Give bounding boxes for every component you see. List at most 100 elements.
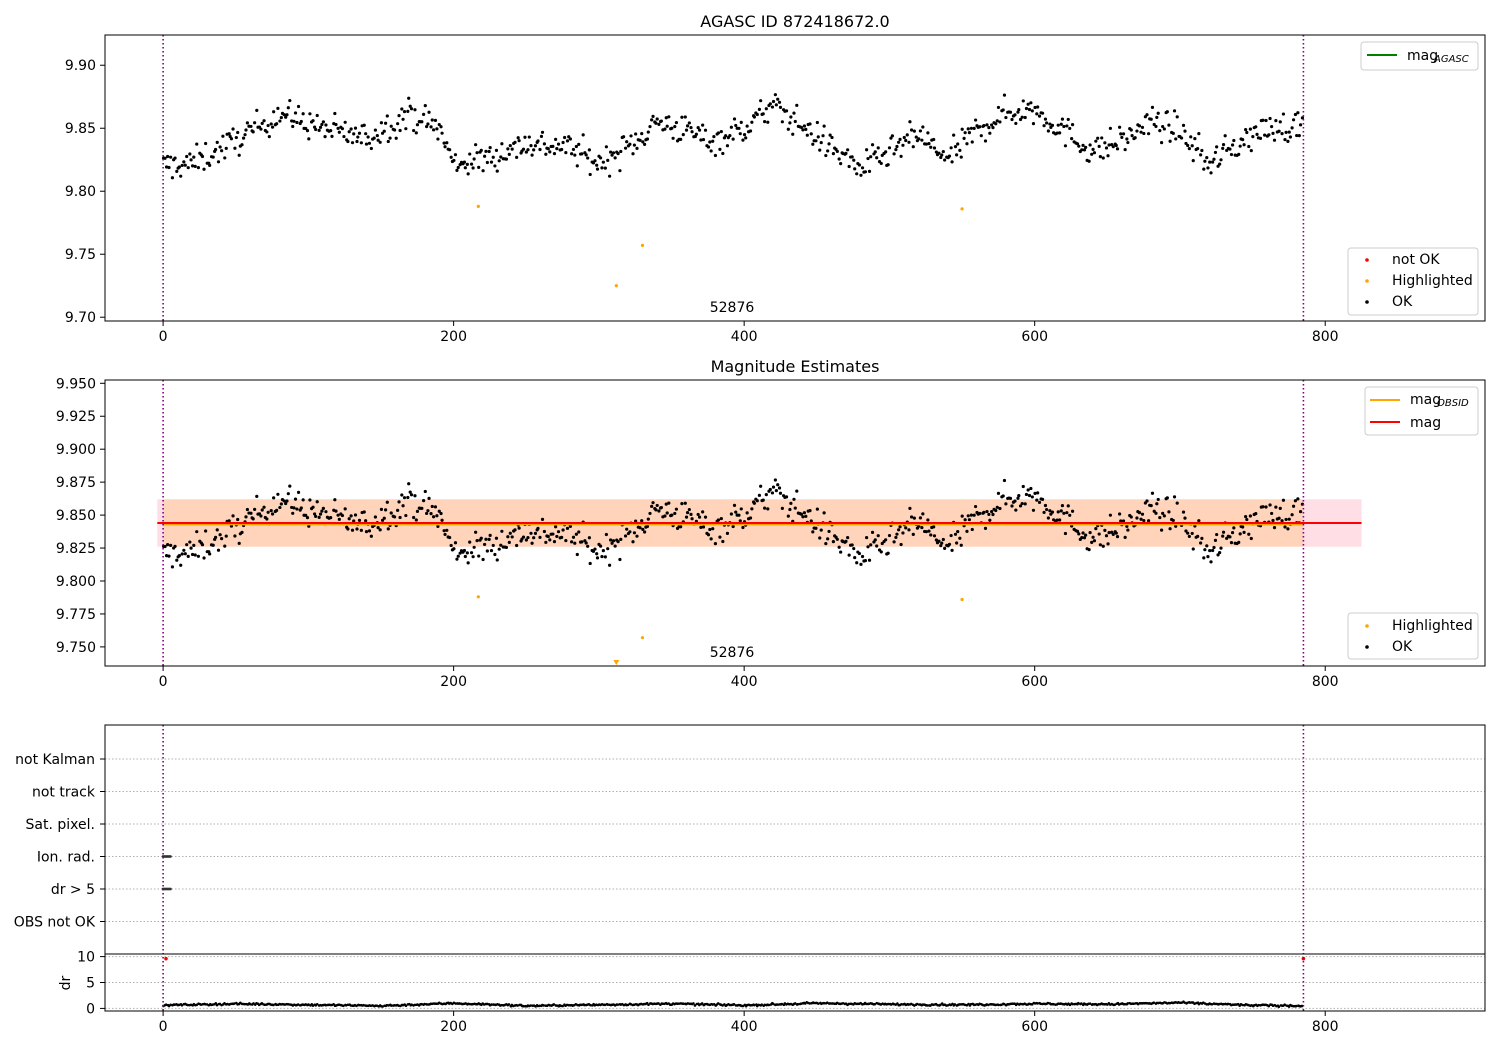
dr-point bbox=[647, 1003, 650, 1007]
ok-point bbox=[1281, 498, 1286, 502]
ok-point bbox=[742, 132, 747, 137]
ok-point bbox=[1103, 528, 1107, 532]
ok-point bbox=[822, 124, 826, 128]
ok-point bbox=[643, 530, 647, 534]
highlighted-point bbox=[640, 243, 645, 248]
flag-row-label: Ion. rad. bbox=[37, 850, 95, 866]
ok-point bbox=[995, 119, 999, 123]
ok-point bbox=[397, 500, 401, 504]
ok-point bbox=[400, 107, 404, 111]
dr-point bbox=[757, 1003, 761, 1007]
ok-point bbox=[508, 531, 512, 535]
ok-point bbox=[279, 115, 283, 120]
ok-point bbox=[629, 134, 633, 138]
ok-point bbox=[442, 141, 446, 145]
ok-point bbox=[873, 538, 877, 542]
ok-point bbox=[1189, 135, 1193, 139]
ok-point bbox=[600, 166, 604, 170]
ok-point bbox=[927, 529, 931, 533]
ok-point bbox=[932, 534, 937, 538]
ok-point bbox=[272, 496, 276, 500]
ok-point bbox=[1281, 112, 1286, 116]
ok-point bbox=[223, 156, 227, 160]
ok-point bbox=[982, 124, 986, 128]
ok-point bbox=[253, 507, 257, 511]
ok-point bbox=[1018, 117, 1023, 122]
ok-point bbox=[1123, 147, 1127, 152]
ok-point bbox=[507, 540, 511, 545]
ok-point bbox=[969, 126, 973, 130]
ok-point bbox=[960, 514, 964, 518]
ok-point bbox=[1080, 536, 1084, 540]
ok-point bbox=[983, 139, 988, 143]
ok-point bbox=[1161, 511, 1165, 515]
ok-point bbox=[333, 498, 337, 502]
ok-point bbox=[598, 544, 603, 548]
ok-point bbox=[1270, 125, 1274, 129]
ok-point bbox=[1024, 106, 1029, 111]
ok-point bbox=[814, 139, 818, 143]
ok-point bbox=[493, 164, 497, 168]
ok-point bbox=[939, 544, 943, 548]
ok-point bbox=[426, 509, 430, 513]
ok-point bbox=[1255, 132, 1259, 136]
x-tick-label: 600 bbox=[1021, 674, 1048, 690]
dr-point bbox=[362, 1003, 365, 1007]
ok-point bbox=[960, 127, 964, 131]
dr-point bbox=[693, 1004, 697, 1007]
ok-point bbox=[674, 120, 679, 125]
legend-sub-obsid: OBSID bbox=[1437, 398, 1469, 409]
ok-point bbox=[683, 501, 687, 505]
ok-point bbox=[167, 165, 171, 170]
ok-point bbox=[805, 133, 809, 137]
ok-point bbox=[314, 514, 318, 519]
ok-point bbox=[859, 173, 863, 177]
ok-point bbox=[1062, 124, 1066, 129]
dr-point bbox=[490, 1003, 493, 1006]
ok-point bbox=[645, 524, 650, 528]
ok-point bbox=[1171, 518, 1175, 523]
ok-point bbox=[471, 555, 475, 559]
ok-point bbox=[571, 147, 576, 152]
ok-point bbox=[412, 515, 416, 520]
ok-point bbox=[375, 133, 379, 138]
ok-point bbox=[483, 542, 487, 547]
ok-point bbox=[1082, 536, 1087, 540]
panel-mag-lines bbox=[157, 522, 1362, 526]
ok-point bbox=[1171, 131, 1175, 135]
ok-point bbox=[690, 130, 694, 134]
ok-point bbox=[1126, 140, 1130, 145]
ok-point bbox=[504, 157, 509, 161]
ok-point bbox=[1091, 147, 1095, 151]
panel-mag-legend-upper: mag OBSID mag bbox=[1364, 386, 1479, 436]
ok-point bbox=[1117, 125, 1122, 129]
ok-point bbox=[739, 507, 743, 511]
ok-point bbox=[324, 123, 328, 127]
ok-point bbox=[366, 135, 370, 139]
ok-point bbox=[279, 502, 283, 506]
ok-point bbox=[773, 478, 777, 482]
ok-point bbox=[291, 124, 295, 129]
y-tick-label: 9.750 bbox=[56, 640, 96, 656]
ok-point bbox=[1090, 540, 1094, 544]
ok-point bbox=[604, 145, 608, 149]
ok-point bbox=[372, 136, 376, 140]
ok-point bbox=[788, 507, 792, 512]
ok-point bbox=[1035, 498, 1039, 502]
ok-point bbox=[795, 489, 799, 493]
ok-point bbox=[998, 506, 1002, 511]
ok-point bbox=[1017, 493, 1021, 498]
ok-point bbox=[897, 140, 901, 144]
ok-point bbox=[757, 493, 761, 497]
ok-point bbox=[659, 505, 663, 510]
ok-point bbox=[1244, 128, 1248, 132]
ok-point bbox=[552, 151, 557, 156]
ok-point bbox=[234, 135, 238, 140]
ok-point bbox=[1097, 144, 1101, 148]
ok-point bbox=[1030, 495, 1034, 499]
ok-point bbox=[646, 517, 650, 521]
ok-point bbox=[308, 498, 312, 502]
ok-point bbox=[1045, 507, 1049, 512]
x-tick-label: 400 bbox=[731, 674, 758, 690]
ok-point bbox=[521, 535, 526, 539]
